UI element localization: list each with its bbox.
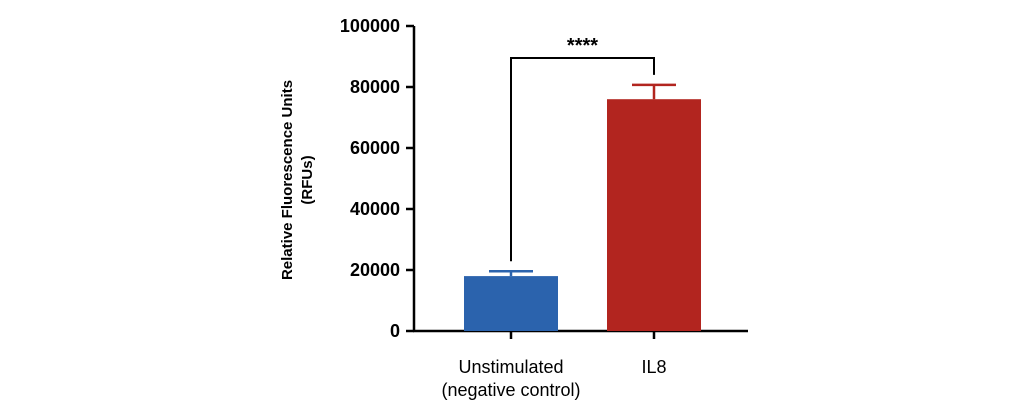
y-tick-label: 100000 [340,16,400,36]
y-tick-label: 0 [390,321,400,341]
significance-line [510,57,655,262]
y-tick-label: 60000 [350,138,400,158]
y-tick-label: 80000 [350,77,400,97]
x-tick-label: IL8 [641,357,666,377]
error-bars [489,83,676,277]
x-tick-label: (negative control) [441,380,580,400]
category-labels: Unstimulated (negative control) IL8 [441,357,666,400]
bars [464,99,701,331]
x-tick-label: Unstimulated [458,357,563,377]
significance-bracket: **** [510,35,655,262]
y-axis-title-line: (RFUs) [299,155,316,204]
y-axis-title-line: Relative Fluorescence Units [279,80,296,280]
y-tick-label: 20000 [350,260,400,280]
y-axis-label: Relative Fluorescence Units (RFUs) [279,80,316,280]
y-tick-label: 40000 [350,199,400,219]
y-axis: 0 20000 40000 60000 80000 100000 [340,16,416,341]
x-axis [413,329,748,339]
significance-stars: **** [567,35,598,57]
bar [464,276,558,331]
y-axis-title: Relative Fluorescence Units (RFUs) [279,80,316,280]
bar [607,99,701,331]
